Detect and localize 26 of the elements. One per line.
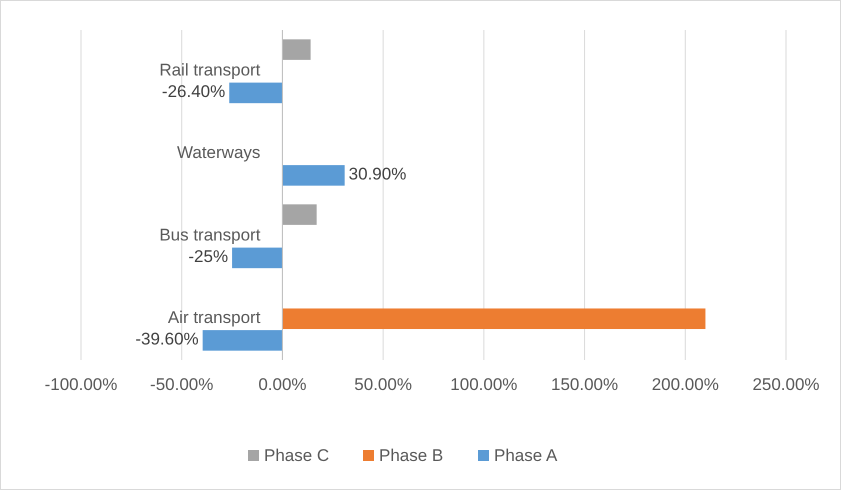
bar bbox=[282, 165, 345, 186]
x-tick-label: 150.00% bbox=[551, 375, 618, 394]
x-tick-label: -100.00% bbox=[44, 375, 118, 394]
data-label: -25% bbox=[188, 246, 228, 266]
legend-label: Phase B bbox=[379, 446, 444, 465]
bar bbox=[282, 39, 311, 60]
y-tick-label: Bus transport bbox=[159, 225, 261, 244]
y-tick-label: Air transport bbox=[168, 308, 261, 327]
bar bbox=[282, 308, 706, 330]
y-tick-label: Rail transport bbox=[159, 60, 261, 80]
bar bbox=[229, 82, 282, 104]
x-tick-label: 100.00% bbox=[450, 375, 518, 394]
x-tick-label: 250.00% bbox=[752, 375, 820, 394]
y-tick-label: Waterways bbox=[176, 142, 260, 162]
bar bbox=[282, 204, 317, 225]
legend-label: Phase A bbox=[494, 446, 558, 465]
data-label: -26.40% bbox=[162, 82, 226, 101]
data-label: 30.90% bbox=[348, 164, 406, 184]
x-tick-label: -50.00% bbox=[150, 375, 214, 394]
x-tick-label: 0.00% bbox=[258, 375, 307, 394]
x-tick-label: 50.00% bbox=[354, 375, 412, 394]
legend-label: Phase C bbox=[264, 446, 330, 465]
x-tick-label: 200.00% bbox=[652, 375, 719, 394]
bar bbox=[202, 330, 282, 351]
bar bbox=[232, 248, 282, 268]
data-label: -39.60% bbox=[135, 329, 199, 348]
